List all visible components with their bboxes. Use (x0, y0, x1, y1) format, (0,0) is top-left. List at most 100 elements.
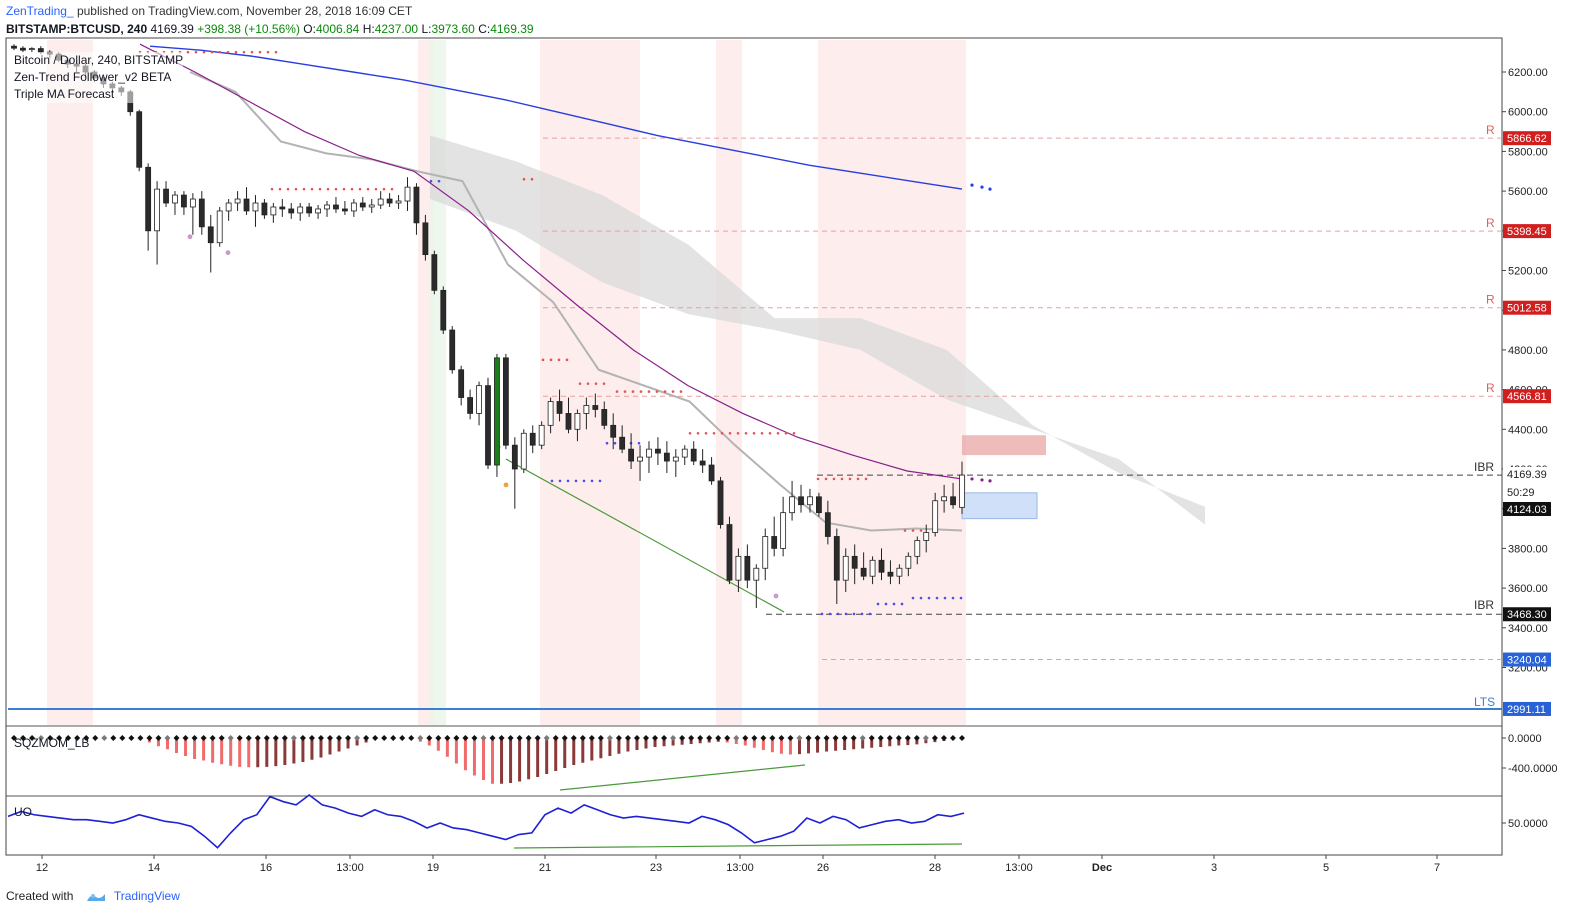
resistance-dot (366, 187, 370, 191)
time-tick-label: 21 (539, 862, 551, 874)
resistance-tag: R (1486, 123, 1495, 137)
candle-body (189, 198, 196, 208)
support-dot (437, 179, 441, 183)
candle-body (851, 555, 858, 569)
squeeze-dot (191, 735, 198, 741)
squeeze-dot (462, 735, 469, 741)
squeeze-dot (652, 735, 659, 741)
signal-marker (503, 482, 509, 488)
footer: Created with TradingView (6, 889, 180, 903)
squeeze-dot (489, 735, 496, 741)
candle-body (681, 448, 688, 458)
momentum-bar (752, 738, 756, 748)
squeeze-dot (399, 735, 406, 741)
price-label-bg (1503, 485, 1551, 499)
candle-body (11, 45, 17, 49)
author-link[interactable]: ZenTrading_ (6, 4, 74, 18)
session-band (540, 40, 640, 725)
candle-body (807, 496, 813, 506)
time-tick-label: 14 (148, 862, 160, 874)
momentum-bar (355, 738, 359, 746)
candle-body (601, 409, 608, 426)
resistance-tag: R (1486, 293, 1495, 307)
tradingview-link[interactable]: TradingView (113, 889, 180, 903)
squeeze-dot (778, 735, 785, 741)
support-dot (558, 479, 562, 483)
squeeze-dot (299, 735, 306, 741)
candle-body (377, 198, 384, 206)
candle-body (315, 208, 321, 214)
support-dot (429, 179, 433, 183)
ibr-tag: IBR (1474, 598, 1494, 612)
squeeze-dot (47, 735, 54, 741)
resistance-dot (736, 431, 740, 435)
symbol-label[interactable]: BITSTAMP:BTCUSD, 240 (6, 22, 148, 36)
resistance-dot (286, 187, 290, 191)
squeeze-dot (543, 735, 550, 741)
legend-indicator-triple-ma[interactable]: Triple MA Forecast (14, 87, 115, 101)
squeeze-dot (733, 735, 740, 741)
resistance-dot (278, 187, 282, 191)
candle-body (172, 194, 178, 204)
support-dot (884, 602, 888, 606)
resistance-dot (623, 390, 627, 393)
resistance-dot (903, 529, 907, 532)
momentum-bar (915, 738, 919, 745)
legend-series[interactable]: Bitcoin / Dollar, 240, BITSTAMP (14, 53, 184, 67)
candle-body (270, 206, 277, 216)
price-label: 2991.11 (1507, 704, 1546, 716)
candle-body (404, 186, 411, 202)
candle-body (637, 456, 643, 462)
high-value: 4237.00 (374, 22, 419, 36)
price-tick-label: 3800.00 (1508, 543, 1548, 555)
candle-body (655, 448, 661, 454)
squeeze-dot (832, 735, 839, 741)
price-tick-label: 6000.00 (1508, 107, 1548, 119)
legend-indicator-zen-trend[interactable]: Zen-Trend Follower_v2 BETA (14, 70, 172, 84)
candle-body (216, 210, 223, 244)
candle-body (28, 48, 35, 50)
candle-body (789, 496, 795, 514)
momentum-bar (671, 738, 675, 746)
momentum-bar (509, 738, 513, 783)
squeeze-dot (453, 735, 460, 741)
price-tick-label: 5600.00 (1508, 186, 1548, 198)
signal-marker (773, 593, 779, 599)
candle-body (780, 512, 787, 549)
squeeze-dot (236, 735, 243, 741)
resistance-dot (594, 382, 598, 385)
price-label: 4566.81 (1507, 391, 1547, 403)
squeeze-dot (940, 735, 947, 741)
candle-body (476, 385, 482, 414)
resistance-dot (712, 431, 716, 435)
resistance-dot (342, 187, 346, 191)
candle-body (923, 532, 930, 541)
squeeze-dot (20, 735, 27, 741)
resistance-dot (688, 431, 692, 435)
momentum-bar (346, 738, 350, 749)
squeeze-dot (643, 735, 649, 741)
momentum-bar (265, 738, 269, 767)
squeeze-dot (787, 735, 794, 741)
candle-body (458, 369, 465, 398)
sqzmom-label[interactable]: SQZMOM_LB (14, 736, 90, 750)
support-dot (860, 612, 864, 616)
squeeze-dot (354, 735, 361, 741)
candle-body (628, 448, 634, 462)
squeeze-dot (281, 735, 288, 741)
candle-body (950, 496, 956, 506)
time-tick-label: 26 (817, 862, 829, 874)
session-band (47, 40, 93, 725)
candle-body (350, 202, 357, 212)
momentum-bar (238, 738, 242, 767)
momentum-bar (662, 738, 666, 747)
squeeze-dot (137, 735, 144, 741)
uo-label[interactable]: UO (14, 805, 32, 819)
time-tick-label: Dec (1092, 862, 1112, 874)
divergence-line (505, 458, 785, 613)
resistance-dot (586, 382, 590, 385)
resistance-dot (784, 431, 788, 435)
resistance-dot (696, 431, 700, 435)
candle-body (181, 194, 187, 208)
